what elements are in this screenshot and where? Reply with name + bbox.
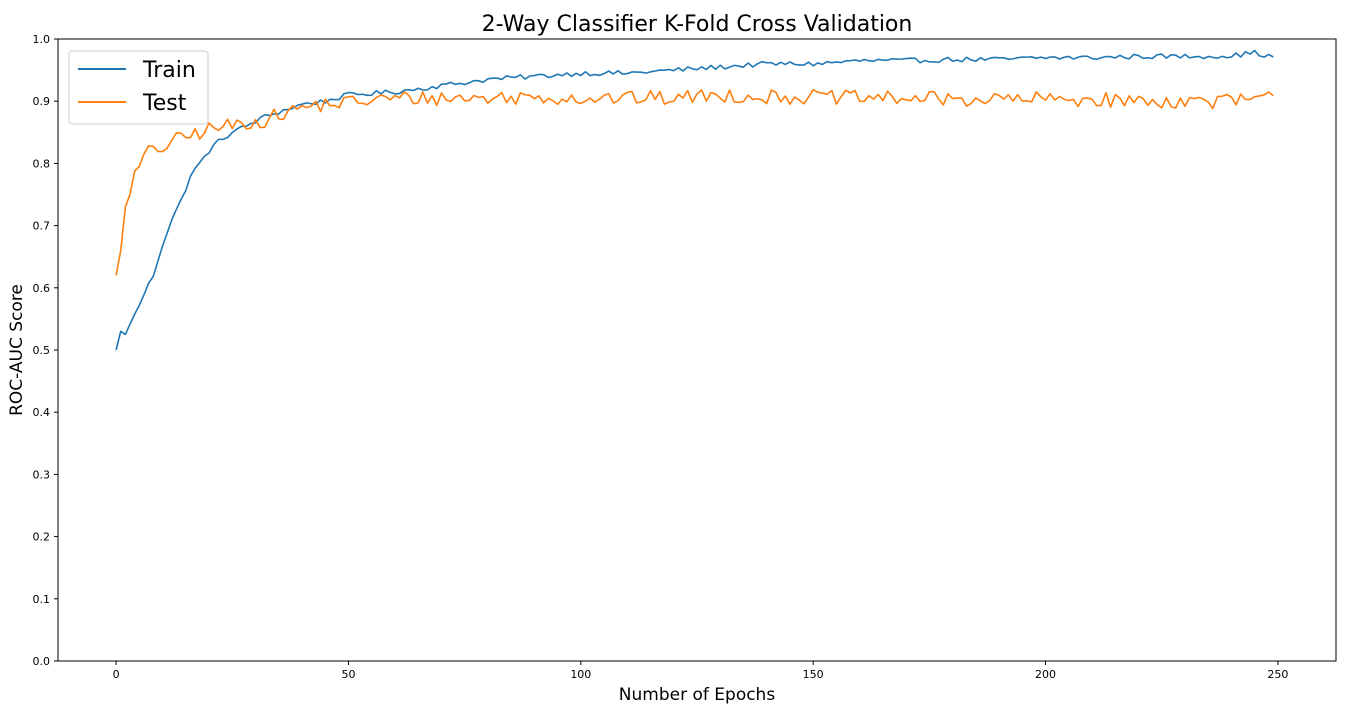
legend: Train Test [68, 50, 209, 125]
y-tick-label: 0.1 [33, 593, 51, 606]
y-tick-label: 0.9 [33, 95, 51, 108]
series-layer [115, 49, 1274, 351]
x-tick-label: 0 [113, 668, 120, 681]
legend-label-train: Train [142, 58, 196, 83]
x-axis-label: Number of Epochs [619, 685, 776, 705]
y-tick-label: 0.8 [33, 157, 51, 170]
y-tick-label: 0.7 [33, 220, 51, 233]
x-tick-label: 100 [570, 668, 591, 681]
series-line-train [115, 49, 1274, 351]
y-axis: 0.0 0.1 0.2 0.3 0.4 0.5 0.6 0.7 0.8 0.9 1.0 [33, 33, 58, 668]
y-tick-label: 1.0 [33, 33, 51, 46]
y-axis-label: ROC-AUC Score [7, 284, 27, 416]
x-tick-label: 250 [1267, 668, 1288, 681]
series-line-test [115, 88, 1274, 276]
chart-title: 2-Way Classifier K-Fold Cross Validation [482, 12, 913, 37]
plot-area: 0 50 100 150 200 250 0.0 0.1 0.2 0.3 0.4 0.5 0.6 0.7… [33, 33, 1337, 681]
y-tick-label: 0.0 [33, 655, 51, 668]
y-tick-label: 0.2 [33, 531, 51, 544]
x-axis: 0 50 100 150 200 250 [113, 661, 1288, 681]
x-tick-label: 200 [1035, 668, 1056, 681]
x-tick-label: 50 [341, 668, 355, 681]
x-tick-label: 150 [803, 668, 824, 681]
y-tick-label: 0.3 [33, 468, 51, 481]
y-tick-label: 0.6 [33, 282, 51, 295]
axes-frame [57, 38, 1337, 662]
y-tick-label: 0.4 [33, 406, 51, 419]
legend-label-test: Test [142, 91, 187, 116]
y-tick-label: 0.5 [33, 344, 51, 357]
